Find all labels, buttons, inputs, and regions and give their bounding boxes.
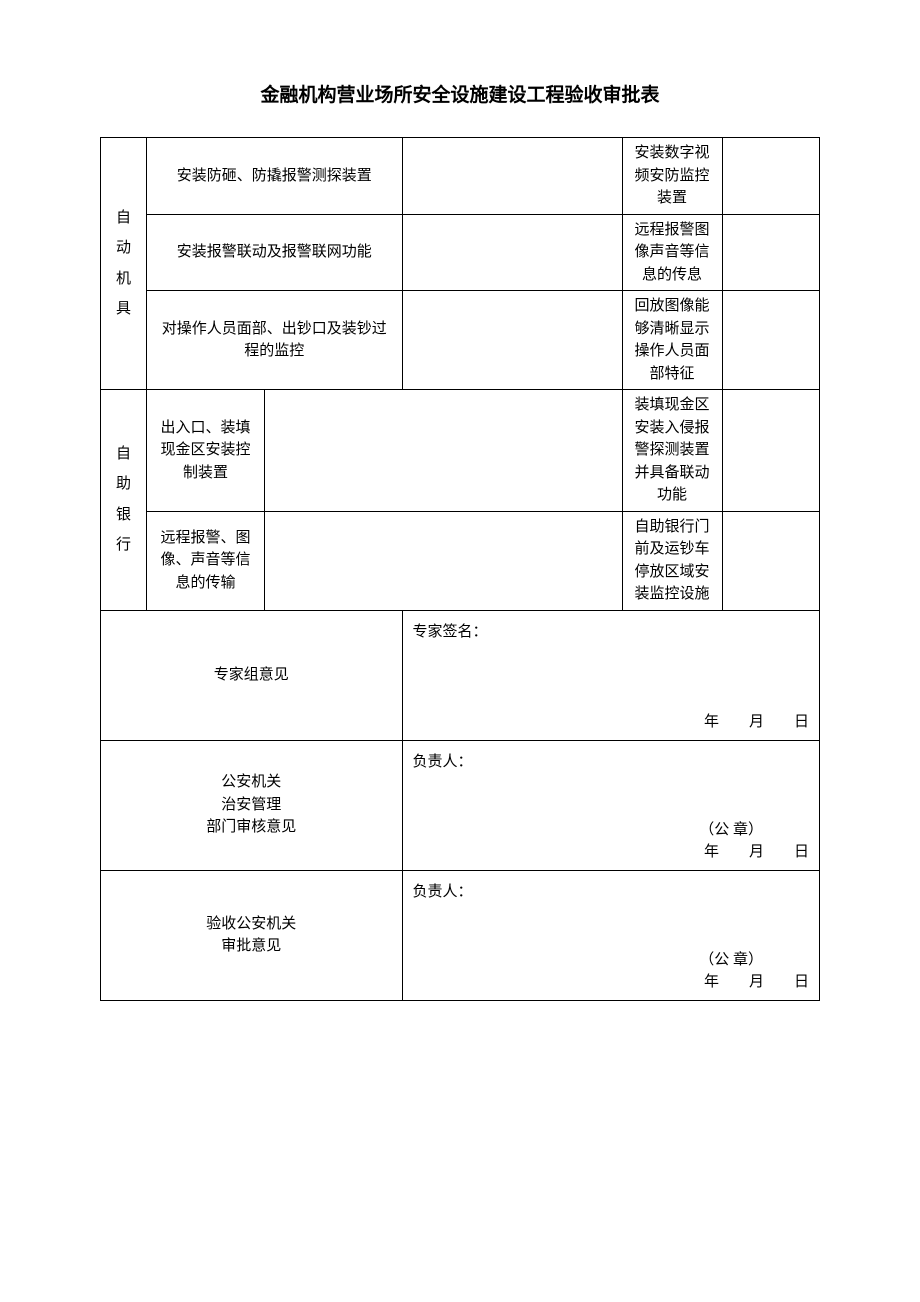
item-label: 出入口、装填现金区安装控制装置 [147, 390, 265, 512]
section-header-auto-machine: 自 动 机 具 [101, 138, 147, 390]
date-line: 年 月 日 [704, 841, 809, 864]
item-label: 远程报警、图像、声音等信息的传输 [147, 511, 265, 610]
table-row: 对操作人员面部、出钞口及装钞过程的监控 回放图像能够清晰显示操作人员面部特征 [101, 291, 820, 390]
item-label: 自助银行门前及运钞车停放区域安装监控设施 [622, 511, 722, 610]
item-label: 对操作人员面部、出钞口及装钞过程的监控 [147, 291, 403, 390]
table-row: 自 助 银 行 出入口、装填现金区安装控制装置 装填现金区安装入侵报警探测装置并… [101, 390, 820, 512]
table-row: 自 动 机 具 安装防砸、防撬报警测探装置 安装数字视频安防监控装置 [101, 138, 820, 215]
item-label: 远程报警图像声音等信息的传息 [622, 214, 722, 291]
blank-cell [722, 214, 819, 291]
opinion-content: 专家签名： 年 月 日 [402, 610, 819, 740]
sign-label: 负责人： [413, 751, 473, 774]
document-title: 金融机构营业场所安全设施建设工程验收审批表 [100, 80, 820, 107]
opinion-content: 负责人： （公 章） 年 月 日 [402, 870, 819, 1000]
opinion-label: 验收公安机关审批意见 [101, 870, 403, 1000]
opinion-row: 验收公安机关审批意见 负责人： （公 章） 年 月 日 [101, 870, 820, 1000]
table-row: 安装报警联动及报警联网功能 远程报警图像声音等信息的传息 [101, 214, 820, 291]
section-header-self-bank: 自 助 银 行 [101, 390, 147, 611]
opinion-label: 专家组意见 [101, 610, 403, 740]
date-line: 年 月 日 [704, 971, 809, 994]
item-label: 回放图像能够清晰显示操作人员面部特征 [622, 291, 722, 390]
blank-cell [402, 214, 622, 291]
opinion-row: 专家组意见 专家签名： 年 月 日 [101, 610, 820, 740]
sign-label: 专家签名： [413, 621, 488, 644]
seal-label: （公 章） [699, 949, 763, 972]
opinion-label: 公安机关治安管理部门审核意见 [101, 740, 403, 870]
blank-cell [722, 390, 819, 512]
blank-cell [722, 138, 819, 215]
opinion-content: 负责人： （公 章） 年 月 日 [402, 740, 819, 870]
seal-label: （公 章） [699, 819, 763, 842]
date-line: 年 月 日 [704, 711, 809, 734]
item-label: 安装报警联动及报警联网功能 [147, 214, 403, 291]
blank-cell [265, 511, 623, 610]
blank-cell [722, 511, 819, 610]
blank-cell [722, 291, 819, 390]
approval-table: 自 动 机 具 安装防砸、防撬报警测探装置 安装数字视频安防监控装置 安装报警联… [100, 137, 820, 1001]
sign-label: 负责人： [413, 881, 473, 904]
blank-cell [265, 390, 623, 512]
blank-cell [402, 138, 622, 215]
item-label: 安装数字视频安防监控装置 [622, 138, 722, 215]
opinion-row: 公安机关治安管理部门审核意见 负责人： （公 章） 年 月 日 [101, 740, 820, 870]
item-label: 安装防砸、防撬报警测探装置 [147, 138, 403, 215]
table-row: 远程报警、图像、声音等信息的传输 自助银行门前及运钞车停放区域安装监控设施 [101, 511, 820, 610]
item-label: 装填现金区安装入侵报警探测装置并具备联动功能 [622, 390, 722, 512]
blank-cell [402, 291, 622, 390]
